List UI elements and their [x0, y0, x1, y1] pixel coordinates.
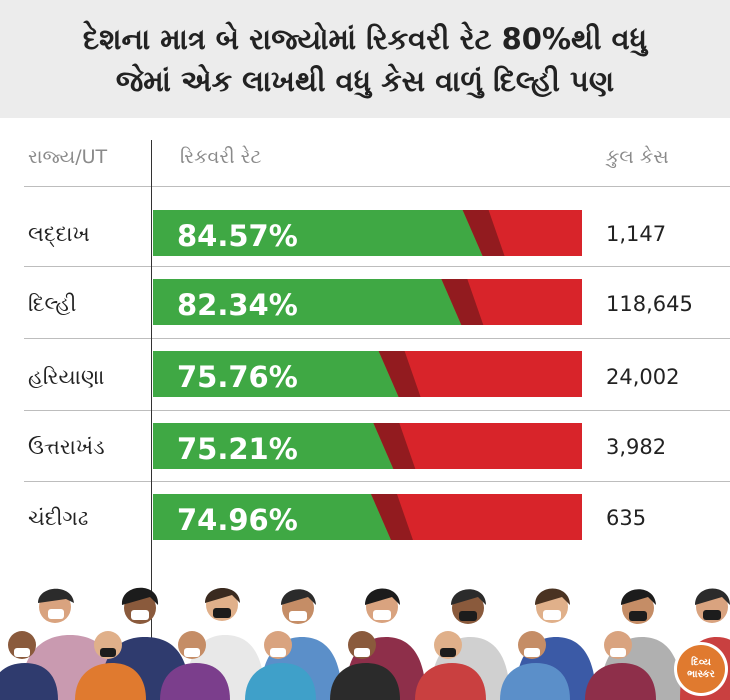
bar-value-label-haryana: 75.76% [177, 360, 298, 394]
bar-value-label-ladakh: 84.57% [177, 219, 298, 253]
person-figure [415, 631, 486, 700]
state-label-haryana: હરિયાણા [28, 365, 105, 389]
row-divider [24, 410, 730, 411]
logo-text-line-2: ભાસ્કર [687, 669, 715, 680]
cases-value-uttarakhand: 3,982 [606, 435, 667, 459]
divya-bhaskar-logo: દિવ્ય ભાસ્કર [677, 645, 725, 693]
bar-recovered-delhi [153, 279, 462, 325]
bar-shadow-chandigarh [370, 494, 413, 540]
bar-value-label-uttarakhand: 75.21% [177, 432, 298, 466]
row-divider [24, 186, 730, 187]
person-figure [500, 631, 570, 700]
column-header-cases: કુલ કેસ [606, 146, 669, 168]
bar-recovered-chandigarh [153, 494, 391, 540]
bar-recovered-ladakh [153, 210, 483, 256]
person-figure [245, 631, 316, 700]
crowd-illustration [0, 587, 730, 700]
person-figure [75, 631, 146, 700]
bar-shadow-uttarakhand [373, 423, 416, 469]
row-divider [24, 266, 730, 267]
cases-value-chandigarh: 635 [606, 506, 647, 530]
person-figure [160, 631, 230, 700]
state-label-delhi: દિલ્હી [28, 292, 77, 316]
bar-shadow-haryana [378, 351, 421, 397]
row-divider [24, 481, 730, 482]
column-header-rate: રિકવરી રેટ [180, 146, 262, 168]
bar-recovered-uttarakhand [153, 423, 394, 469]
state-label-uttarakhand: ઉત્તરાખંડ [28, 435, 105, 459]
title-line-2: જેમાં એક લાખથી વધુ કેસ વાળું દિલ્હી પણ [115, 64, 615, 98]
title-line-1: દેશના માત્ર બે રાજ્યોમાં રિકવરી રેટ 80%થ… [82, 22, 648, 56]
row-divider [24, 338, 730, 339]
cases-value-delhi: 118,645 [606, 292, 693, 316]
person-figure [585, 631, 656, 700]
state-label-ladakh: લદ્દાખ [28, 222, 90, 246]
logo-text-line-1: દિવ્ય [691, 657, 711, 668]
title-box: દેશના માત્ર બે રાજ્યોમાં રિકવરી રેટ 80%થ… [0, 0, 730, 118]
bar-shadow-ladakh [462, 210, 505, 256]
state-label-chandigarh: ચંદીગઢ [28, 506, 89, 530]
column-header-state: રાજ્ય/UT [28, 146, 108, 168]
person-figure [330, 631, 400, 700]
bar-shadow-delhi [441, 279, 484, 325]
cases-value-haryana: 24,002 [606, 365, 680, 389]
person-figure [0, 631, 58, 700]
bar-value-label-delhi: 82.34% [177, 288, 298, 322]
bar-recovered-haryana [153, 351, 399, 397]
cases-value-ladakh: 1,147 [606, 222, 667, 246]
axis-line [151, 140, 152, 680]
bar-value-label-chandigarh: 74.96% [177, 503, 298, 537]
